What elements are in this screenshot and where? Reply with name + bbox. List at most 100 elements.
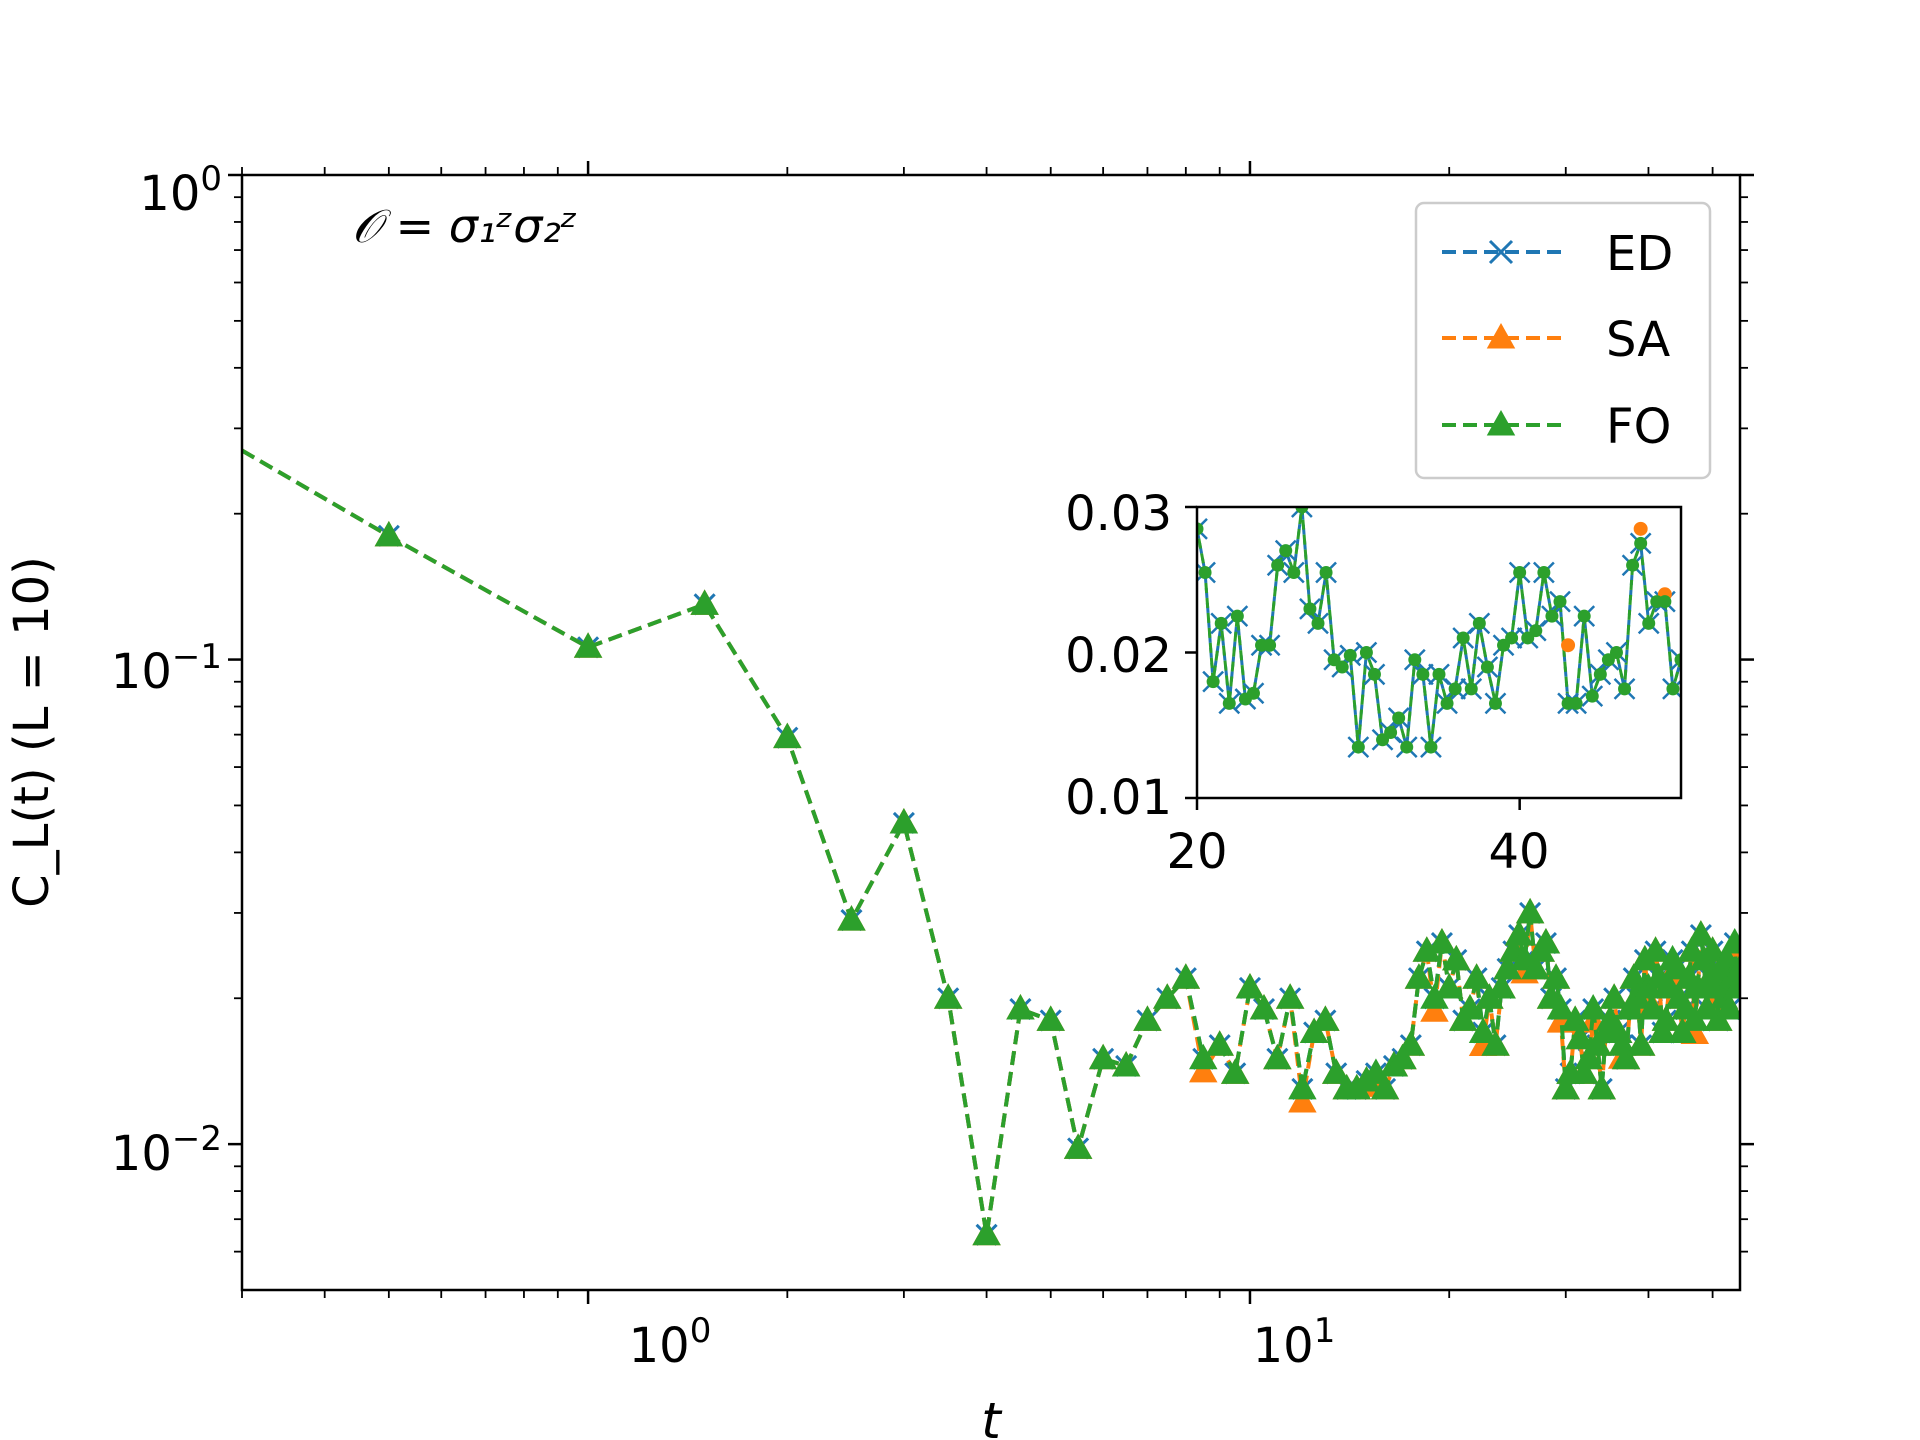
point-fo: [1388, 1043, 1417, 1070]
point-fo: [1370, 1073, 1400, 1100]
main-plot-frame: [240, 173, 1742, 1292]
inset-point-fo: [1335, 660, 1349, 674]
inset-point-fo: [1198, 565, 1212, 579]
inset-point-fo: [1351, 740, 1365, 754]
inset-point-fo: [1666, 682, 1680, 696]
inset-point-fo: [1488, 696, 1502, 710]
y-tick-label-10^0: 100: [139, 159, 222, 222]
inset-point-fo: [1408, 653, 1422, 667]
point-fo: [1570, 1058, 1599, 1084]
point-fo: [1133, 1005, 1162, 1031]
point-fo: [1189, 1043, 1218, 1070]
inset-point-fo: [1553, 595, 1567, 609]
inset-point-ed: [1670, 648, 1681, 671]
inset-point-fo: [1577, 609, 1591, 623]
point-fo: [1715, 994, 1740, 1020]
point-fo: [1599, 983, 1629, 1009]
point-fo: [837, 905, 866, 931]
point-fo: [1275, 983, 1305, 1009]
inset-point-fo: [1456, 631, 1470, 645]
legend-marker-sa: [1486, 323, 1516, 349]
inset-point-fo: [1271, 558, 1285, 572]
point-fo: [1698, 936, 1727, 962]
inset-point-fo: [1609, 646, 1623, 659]
point-fo: [1171, 963, 1201, 989]
inset-point-fo: [1343, 648, 1357, 662]
inset-point-fo: [1222, 696, 1236, 710]
point-fo: [889, 807, 919, 834]
point-fo: [374, 520, 404, 547]
point-fo: [1651, 1005, 1681, 1031]
point-fo: [1468, 1017, 1498, 1043]
point-fo: [1249, 994, 1279, 1020]
inset-point-fo: [1319, 565, 1333, 579]
point-fo: [1442, 944, 1471, 971]
inset-point-fo: [1658, 595, 1672, 609]
point-fo: [1546, 994, 1576, 1020]
inset-point-fo: [1569, 696, 1583, 710]
inset-point-fo: [1384, 726, 1398, 740]
point-fo: [1637, 994, 1667, 1020]
point-fo: [1481, 1030, 1510, 1056]
point-fo: [1404, 963, 1434, 989]
inset-point-fo: [1367, 667, 1381, 681]
inset-plot-series: [1197, 507, 1681, 758]
x-tick-label-10^0: 100: [629, 1311, 712, 1374]
point-fo: [1006, 994, 1035, 1020]
point-sa: [1288, 1086, 1317, 1113]
legend-label-ed: ED: [1606, 226, 1673, 282]
inset-point-fo: [1432, 667, 1446, 681]
legend-swatches: [1442, 239, 1562, 436]
point-fo: [1396, 1030, 1426, 1056]
inset-point-fo: [1618, 682, 1632, 696]
point-fo: [1607, 1030, 1637, 1056]
point-fo: [1311, 1005, 1340, 1031]
point-fo: [1565, 1023, 1595, 1050]
inset-point-fo: [1480, 660, 1494, 674]
point-fo: [773, 722, 802, 749]
inset-point-ed: [1197, 517, 1208, 540]
point-fo: [1541, 963, 1571, 989]
inset-x-tick-label-40: 40: [1488, 824, 1549, 880]
main-plot-series: [242, 448, 1740, 1246]
point-fo: [1153, 983, 1182, 1009]
inset-series-group: [1197, 507, 1681, 758]
x-axis-label: t: [981, 1392, 1003, 1440]
point-fo: [1434, 972, 1464, 999]
inset-point-fo: [1287, 565, 1301, 579]
point-fo: [1487, 972, 1516, 999]
point-fo: [690, 589, 719, 615]
point-fo: [1455, 994, 1485, 1020]
point-fo: [1263, 1043, 1292, 1070]
inset-point-fo: [1505, 631, 1519, 645]
inset-point-fo: [1585, 689, 1599, 703]
legend-marker-ed: [1488, 239, 1514, 265]
point-fo: [1611, 1043, 1641, 1070]
legend-label-fo: FO: [1606, 399, 1671, 455]
inset-point-fo: [1513, 565, 1527, 579]
point-fo: [933, 983, 963, 1009]
point-fo: [1574, 1043, 1604, 1070]
point-fo: [1036, 1005, 1065, 1031]
inset-point-fo: [1246, 686, 1260, 700]
point-fo: [1361, 1058, 1391, 1084]
y-tick-label-10^-1: 10−1: [111, 637, 222, 700]
point-fo: [1619, 963, 1648, 989]
point-fo: [1686, 920, 1716, 946]
point-fo: [1626, 1030, 1656, 1056]
point-fo: [1712, 944, 1740, 971]
point-fo: [1587, 1073, 1616, 1100]
inset-axis-ticks: [1185, 505, 1521, 810]
point-sa: [1420, 996, 1449, 1022]
point-fo: [1462, 963, 1491, 989]
point-fo: [1063, 1133, 1093, 1159]
inset-point-fo: [1303, 602, 1317, 616]
point-fo: [1578, 994, 1608, 1020]
inset-point-fo: [1642, 616, 1656, 630]
inset-point-fo: [1674, 653, 1681, 667]
inset-point-ed: [1290, 507, 1313, 518]
point-fo: [1583, 1030, 1612, 1056]
series-fo: [242, 448, 1740, 1246]
point-fo: [972, 1219, 1001, 1246]
